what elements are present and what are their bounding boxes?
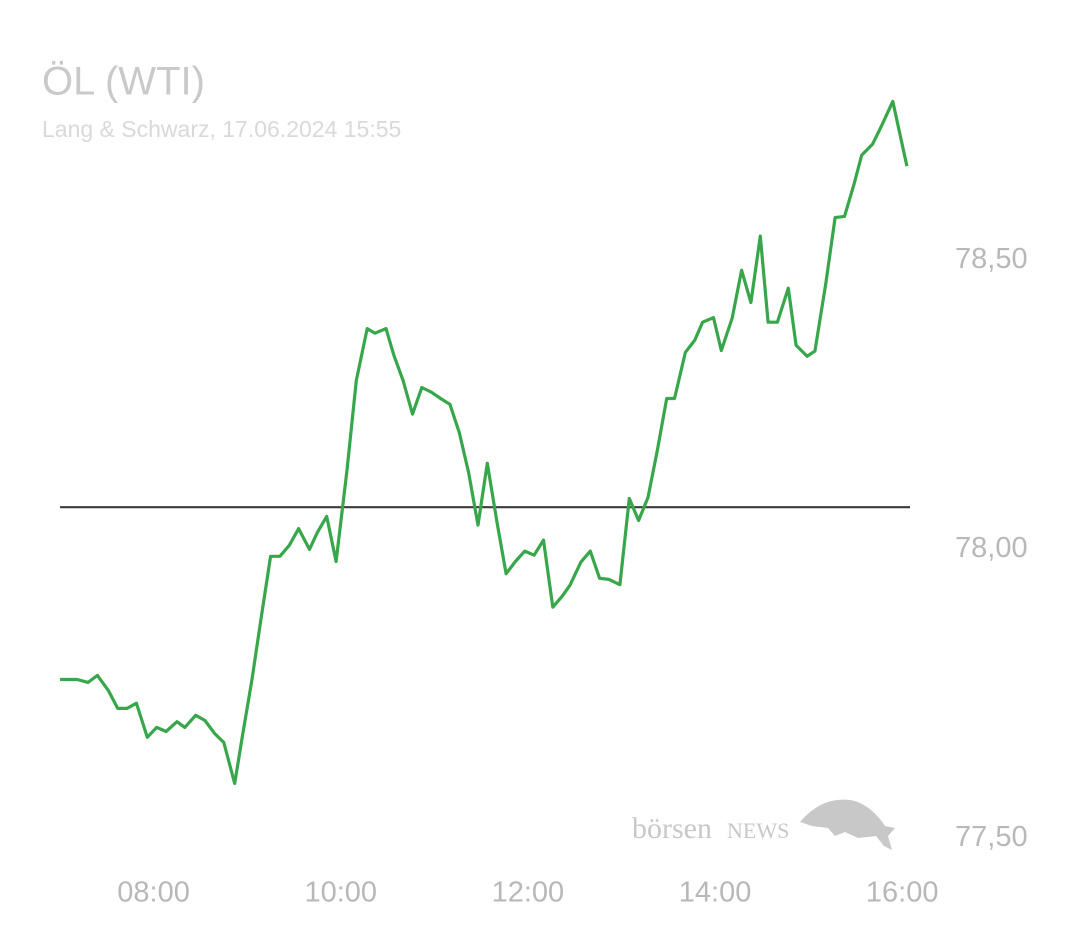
x-tick-label: 12:00 <box>492 877 565 909</box>
watermark: börsen NEWS <box>632 799 895 850</box>
watermark-suffix: NEWS <box>727 818 789 843</box>
x-tick-label: 10:00 <box>304 877 377 909</box>
y-tick-label: 78,00 <box>955 532 1028 564</box>
x-tick-label: 16:00 <box>866 877 939 909</box>
price-line <box>60 99 909 786</box>
x-tick-label: 14:00 <box>679 877 752 909</box>
x-tick-label: 08:00 <box>117 877 190 909</box>
y-tick-label: 78,50 <box>955 243 1028 275</box>
chart-title: ÖL (WTI) <box>42 60 205 104</box>
chart-subtitle: Lang & Schwarz, 17.06.2024 15:55 <box>42 116 401 142</box>
bull-logo <box>800 799 895 850</box>
y-tick-label: 77,50 <box>955 821 1028 853</box>
watermark-prefix: börsen <box>632 812 712 845</box>
